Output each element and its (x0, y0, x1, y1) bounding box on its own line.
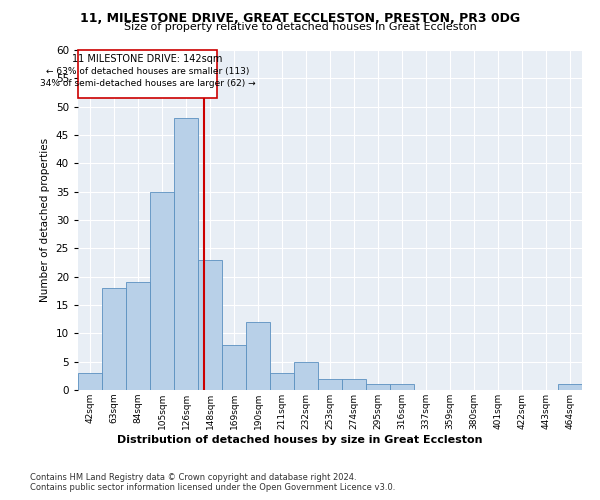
Y-axis label: Number of detached properties: Number of detached properties (40, 138, 50, 302)
Bar (78, 373, 102, 390)
Bar (150, 192, 174, 390)
Text: 11 MILESTONE DRIVE: 142sqm: 11 MILESTONE DRIVE: 142sqm (73, 54, 223, 64)
Text: Size of property relative to detached houses in Great Eccleston: Size of property relative to detached ho… (124, 22, 476, 32)
Bar (366, 384, 390, 390)
Bar (558, 384, 582, 390)
Bar (78, 50, 217, 98)
Text: Contains public sector information licensed under the Open Government Licence v3: Contains public sector information licen… (30, 482, 395, 492)
Bar (318, 378, 342, 390)
Text: Contains HM Land Registry data © Crown copyright and database right 2024.: Contains HM Land Registry data © Crown c… (30, 472, 356, 482)
Text: ← 63% of detached houses are smaller (113): ← 63% of detached houses are smaller (11… (46, 67, 249, 76)
Bar (270, 373, 294, 390)
Bar (174, 118, 198, 390)
Bar (390, 384, 414, 390)
Text: 11, MILESTONE DRIVE, GREAT ECCLESTON, PRESTON, PR3 0DG: 11, MILESTONE DRIVE, GREAT ECCLESTON, PR… (80, 12, 520, 26)
Text: Distribution of detached houses by size in Great Eccleston: Distribution of detached houses by size … (117, 435, 483, 445)
Bar (246, 322, 270, 390)
Text: 34% of semi-detached houses are larger (62) →: 34% of semi-detached houses are larger (… (40, 80, 256, 88)
Bar (294, 362, 318, 390)
Bar (102, 288, 126, 390)
Bar (198, 260, 222, 390)
Bar (222, 344, 246, 390)
Bar (342, 378, 366, 390)
Bar (126, 282, 150, 390)
